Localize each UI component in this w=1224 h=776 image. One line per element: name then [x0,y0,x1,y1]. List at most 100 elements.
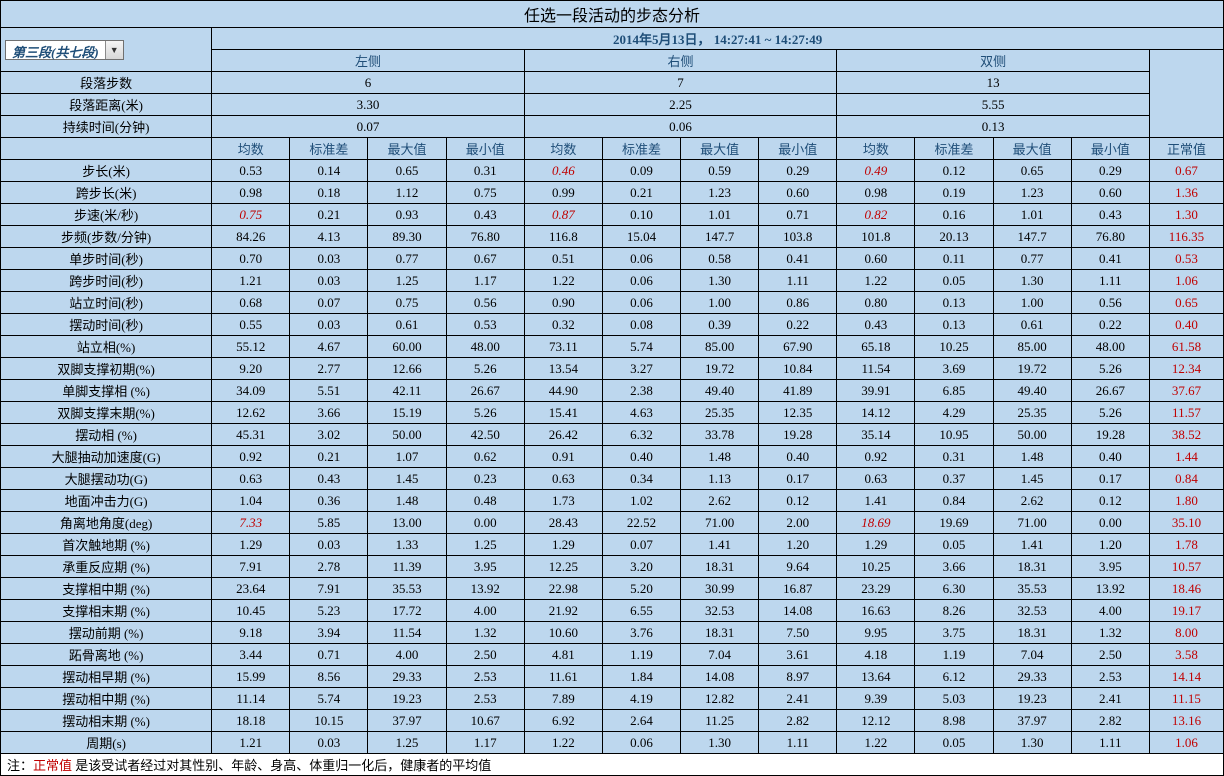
data-cell: 1.11 [1071,732,1149,754]
data-cell: 0.62 [446,446,524,468]
data-cell: 18.31 [681,556,759,578]
row-label: 摆动相 (%) [1,424,212,446]
data-cell: 19.23 [368,688,446,710]
data-cell: 0.61 [993,314,1071,336]
data-cell: 0.09 [602,160,680,182]
data-cell: 65.18 [837,336,915,358]
data-cell: 5.26 [1071,358,1149,380]
data-cell: 0.75 [368,292,446,314]
data-cell: 0.48 [446,490,524,512]
data-cell: 0.51 [524,248,602,270]
data-cell: 15.99 [212,666,290,688]
data-cell: 3.95 [446,556,524,578]
data-cell: 13.00 [368,512,446,534]
data-cell: 26.67 [1071,380,1149,402]
data-cell: 0.03 [290,248,368,270]
data-cell: 2.50 [446,644,524,666]
data-cell: 0.65 [368,160,446,182]
data-cell: 2.41 [1071,688,1149,710]
data-cell: 1.30 [993,270,1071,292]
row-label: 支撑相中期 (%) [1,578,212,600]
data-cell: 101.8 [837,226,915,248]
data-cell: 11.14 [212,688,290,710]
data-cell: 3.66 [915,556,993,578]
segment-dropdown[interactable]: 第三段(共七段) ▼ [5,40,124,60]
data-cell: 6.30 [915,578,993,600]
data-cell: 10.95 [915,424,993,446]
normal-value: 8.00 [1149,622,1223,644]
data-cell: 7.50 [759,622,837,644]
data-cell: 0.22 [1071,314,1149,336]
data-cell: 1.02 [602,490,680,512]
data-cell: 84.26 [212,226,290,248]
data-cell: 45.31 [212,424,290,446]
data-cell: 26.67 [446,380,524,402]
data-cell: 3.27 [602,358,680,380]
row-label: 跨步时间(秒) [1,270,212,292]
data-cell: 0.13 [915,292,993,314]
data-cell: 0.31 [446,160,524,182]
data-cell: 1.30 [681,270,759,292]
data-cell: 2.64 [602,710,680,732]
data-cell: 1.11 [759,270,837,292]
normal-value: 37.67 [1149,380,1223,402]
data-cell: 0.40 [1071,446,1149,468]
stat-mean-r: 均数 [524,138,602,160]
page-title: 任选一段活动的步态分析 [1,1,1224,28]
data-cell: 0.80 [837,292,915,314]
normal-value: 38.52 [1149,424,1223,446]
data-cell: 19.28 [1071,424,1149,446]
data-cell: 71.00 [993,512,1071,534]
data-cell: 49.40 [993,380,1071,402]
data-cell: 0.92 [837,446,915,468]
data-cell: 0.60 [1071,182,1149,204]
footnote-suffix: 是该受试者经过对其性别、年龄、身高、体重归一化后，健康者的平均值 [72,758,491,773]
row-label: 大腿摆动功(G) [1,468,212,490]
normal-value: 0.65 [1149,292,1223,314]
data-cell: 39.91 [837,380,915,402]
data-cell: 2.41 [759,688,837,710]
data-cell: 0.08 [602,314,680,336]
summary-distance-both: 5.55 [837,94,1150,116]
summary-distance-right: 2.25 [524,94,837,116]
normal-value: 1.80 [1149,490,1223,512]
data-cell: 1.41 [681,534,759,556]
data-cell: 3.95 [1071,556,1149,578]
data-cell: 85.00 [993,336,1071,358]
data-cell: 13.92 [1071,578,1149,600]
data-cell: 0.71 [290,644,368,666]
data-cell: 1.22 [837,270,915,292]
data-cell: 6.32 [602,424,680,446]
summary-duration-label: 持续时间(分钟) [1,116,212,138]
normal-value: 13.16 [1149,710,1223,732]
normal-value: 1.06 [1149,270,1223,292]
data-cell: 5.74 [602,336,680,358]
data-cell: 0.29 [759,160,837,182]
data-cell: 0.03 [290,314,368,336]
data-cell: 0.63 [837,468,915,490]
row-label: 站立相(%) [1,336,212,358]
data-cell: 0.21 [602,182,680,204]
data-cell: 1.21 [212,732,290,754]
data-cell: 18.69 [837,512,915,534]
data-cell: 12.12 [837,710,915,732]
data-cell: 13.54 [524,358,602,380]
data-cell: 1.41 [993,534,1071,556]
data-cell: 0.86 [759,292,837,314]
data-cell: 1.13 [681,468,759,490]
stat-sd-r: 标准差 [602,138,680,160]
data-cell: 6.12 [915,666,993,688]
data-cell: 0.61 [368,314,446,336]
data-cell: 0.17 [1071,468,1149,490]
data-cell: 1.11 [759,732,837,754]
data-cell: 0.21 [290,446,368,468]
data-cell: 1.29 [524,534,602,556]
gait-analysis-table: 任选一段活动的步态分析 第三段(共七段) ▼ 2014年5月13日， 14:27… [0,0,1224,776]
data-cell: 0.56 [1071,292,1149,314]
normal-value: 11.15 [1149,688,1223,710]
data-cell: 0.05 [915,270,993,292]
stat-mean-b: 均数 [837,138,915,160]
data-cell: 0.56 [446,292,524,314]
data-cell: 0.63 [212,468,290,490]
data-cell: 1.29 [212,534,290,556]
